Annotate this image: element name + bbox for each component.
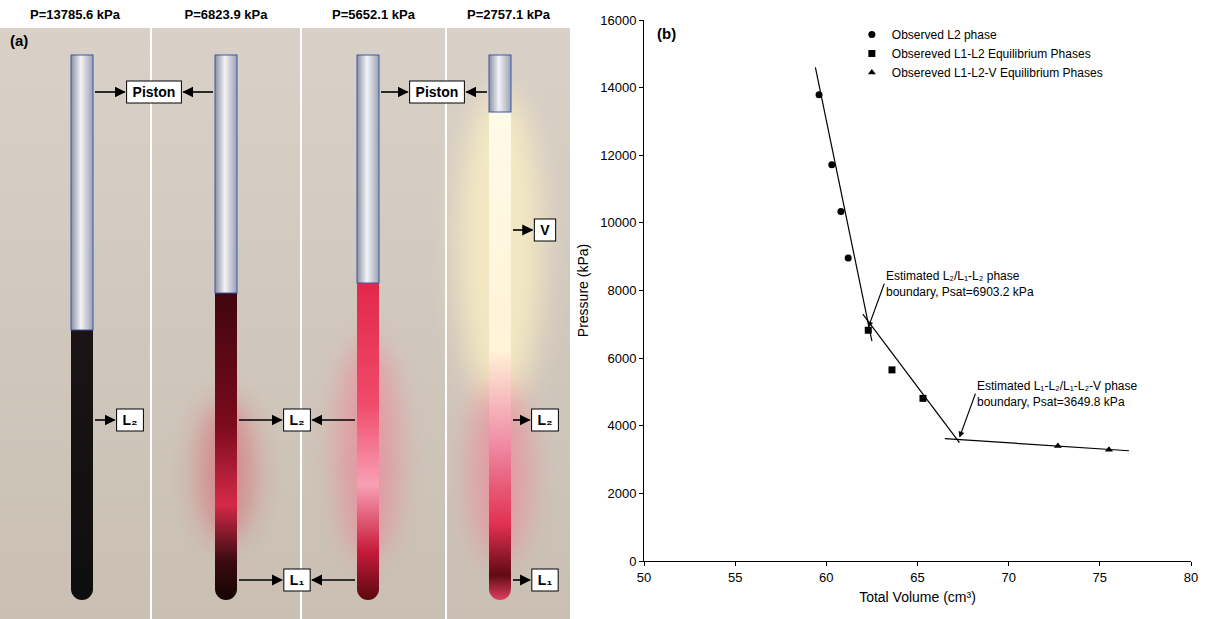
svg-text:Obsereved L1-L2 Equilibrium Ph: Obsereved L1-L2 Equilibrium Phases bbox=[892, 47, 1091, 61]
svg-text:Piston: Piston bbox=[133, 84, 176, 100]
svg-text:12000: 12000 bbox=[600, 148, 636, 163]
svg-text:6000: 6000 bbox=[607, 351, 636, 366]
svg-text:P=5652.1 kPa: P=5652.1 kPa bbox=[332, 7, 416, 22]
svg-text:Observed L2 phase: Observed L2 phase bbox=[892, 28, 997, 42]
svg-text:(b): (b) bbox=[657, 25, 676, 42]
svg-text:L₂: L₂ bbox=[123, 412, 138, 428]
svg-text:Estimated L₂/L₁-L₂ phasebounda: Estimated L₂/L₁-L₂ phaseboundary, Psat=6… bbox=[886, 269, 1034, 299]
svg-text:Obsereved L1-L2-V Equilibrium: Obsereved L1-L2-V Equilibrium Phases bbox=[892, 66, 1103, 80]
svg-text:L₁: L₁ bbox=[290, 572, 305, 588]
svg-text:8000: 8000 bbox=[607, 283, 636, 298]
svg-text:60: 60 bbox=[819, 570, 833, 585]
svg-text:55: 55 bbox=[728, 570, 742, 585]
svg-text:2000: 2000 bbox=[607, 486, 636, 501]
svg-text:Pressure (kPa): Pressure (kPa) bbox=[575, 244, 591, 337]
svg-text:10000: 10000 bbox=[600, 215, 636, 230]
svg-text:50: 50 bbox=[637, 570, 651, 585]
svg-text:0: 0 bbox=[629, 554, 636, 569]
svg-text:P=13785.6 kPa: P=13785.6 kPa bbox=[30, 7, 121, 22]
svg-text:4000: 4000 bbox=[607, 418, 636, 433]
svg-text:65: 65 bbox=[910, 570, 924, 585]
svg-text:70: 70 bbox=[1001, 570, 1015, 585]
svg-text:L₂: L₂ bbox=[538, 412, 553, 428]
svg-text:Estimated L₁-L₂/L₁-L₂-V phaseb: Estimated L₁-L₂/L₁-L₂-V phaseboundary, P… bbox=[977, 379, 1137, 409]
svg-text:(a): (a) bbox=[10, 32, 28, 49]
svg-text:L₁: L₁ bbox=[538, 572, 553, 588]
svg-text:Piston: Piston bbox=[416, 84, 459, 100]
svg-text:V: V bbox=[540, 222, 550, 238]
svg-text:Total Volume (cm³): Total Volume (cm³) bbox=[859, 589, 976, 605]
svg-text:P=6823.9 kPa: P=6823.9 kPa bbox=[185, 7, 269, 22]
svg-text:75: 75 bbox=[1093, 570, 1107, 585]
svg-text:80: 80 bbox=[1184, 570, 1198, 585]
svg-text:L₂: L₂ bbox=[290, 412, 305, 428]
svg-text:16000: 16000 bbox=[600, 13, 636, 28]
svg-text:14000: 14000 bbox=[600, 80, 636, 95]
svg-text:P=2757.1 kPa: P=2757.1 kPa bbox=[467, 7, 551, 22]
